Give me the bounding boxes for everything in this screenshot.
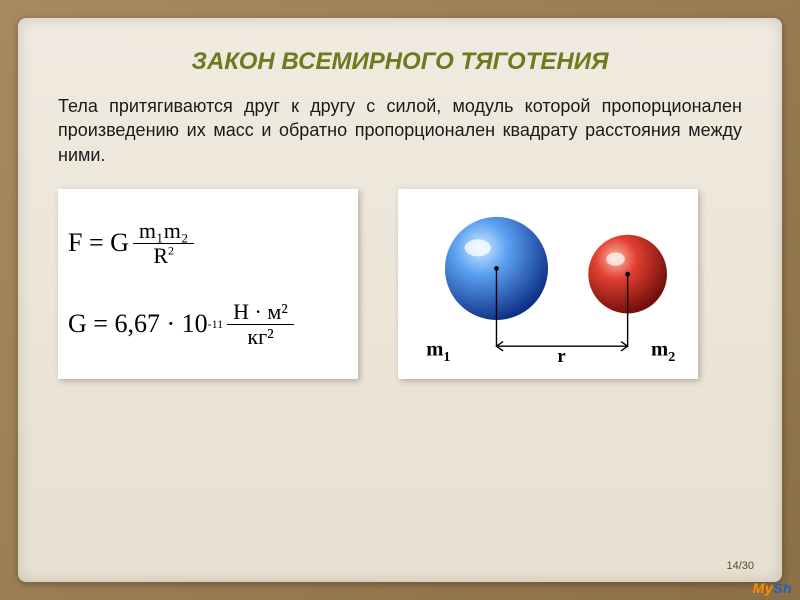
eq2-exponent: -11 [208, 317, 224, 332]
watermark-part2: Sh [773, 580, 792, 596]
figures-row: F = G m₁m₂ R2 G = 6,67 · 10-11 Н · м² кг… [58, 189, 742, 379]
slide-frame: ЗАКОН ВСЕМИРНОГО ТЯГОТЕНИЯ Тела притягив… [18, 18, 782, 582]
label-m1: m1 [426, 338, 450, 365]
eq1-lhs: F = G [68, 228, 129, 258]
diagram-panel: m1 r m2 [398, 189, 698, 379]
eq2-lhs: G = 6,67 · 10 [68, 309, 208, 339]
spheres-diagram: m1 r m2 [398, 201, 698, 379]
eq1-numerator: m₁m₂ [133, 219, 195, 244]
equation-force: F = G m₁m₂ R2 [68, 219, 348, 268]
page-number: 14/30 [726, 560, 754, 572]
eq2-numerator: Н · м² [227, 300, 294, 325]
label-r: r [557, 346, 565, 367]
watermark-part1: My [753, 580, 773, 596]
highlight-m1 [465, 239, 491, 256]
eq1-fraction: m₁m₂ R2 [133, 219, 195, 268]
formula-panel: F = G m₁m₂ R2 G = 6,67 · 10-11 Н · м² кг… [58, 189, 358, 379]
eq1-denominator: R2 [147, 244, 180, 268]
equation-constant: G = 6,67 · 10-11 Н · м² кг² [68, 300, 348, 349]
eq2-fraction: Н · м² кг² [227, 300, 294, 349]
eq2-denominator: кг² [241, 325, 279, 349]
law-statement: Тела притягиваются друг к другу с силой,… [58, 94, 742, 167]
watermark: MySh [753, 580, 792, 596]
label-m2: m2 [651, 338, 675, 365]
highlight-m2 [606, 252, 625, 265]
slide-title: ЗАКОН ВСЕМИРНОГО ТЯГОТЕНИЯ [58, 48, 742, 76]
